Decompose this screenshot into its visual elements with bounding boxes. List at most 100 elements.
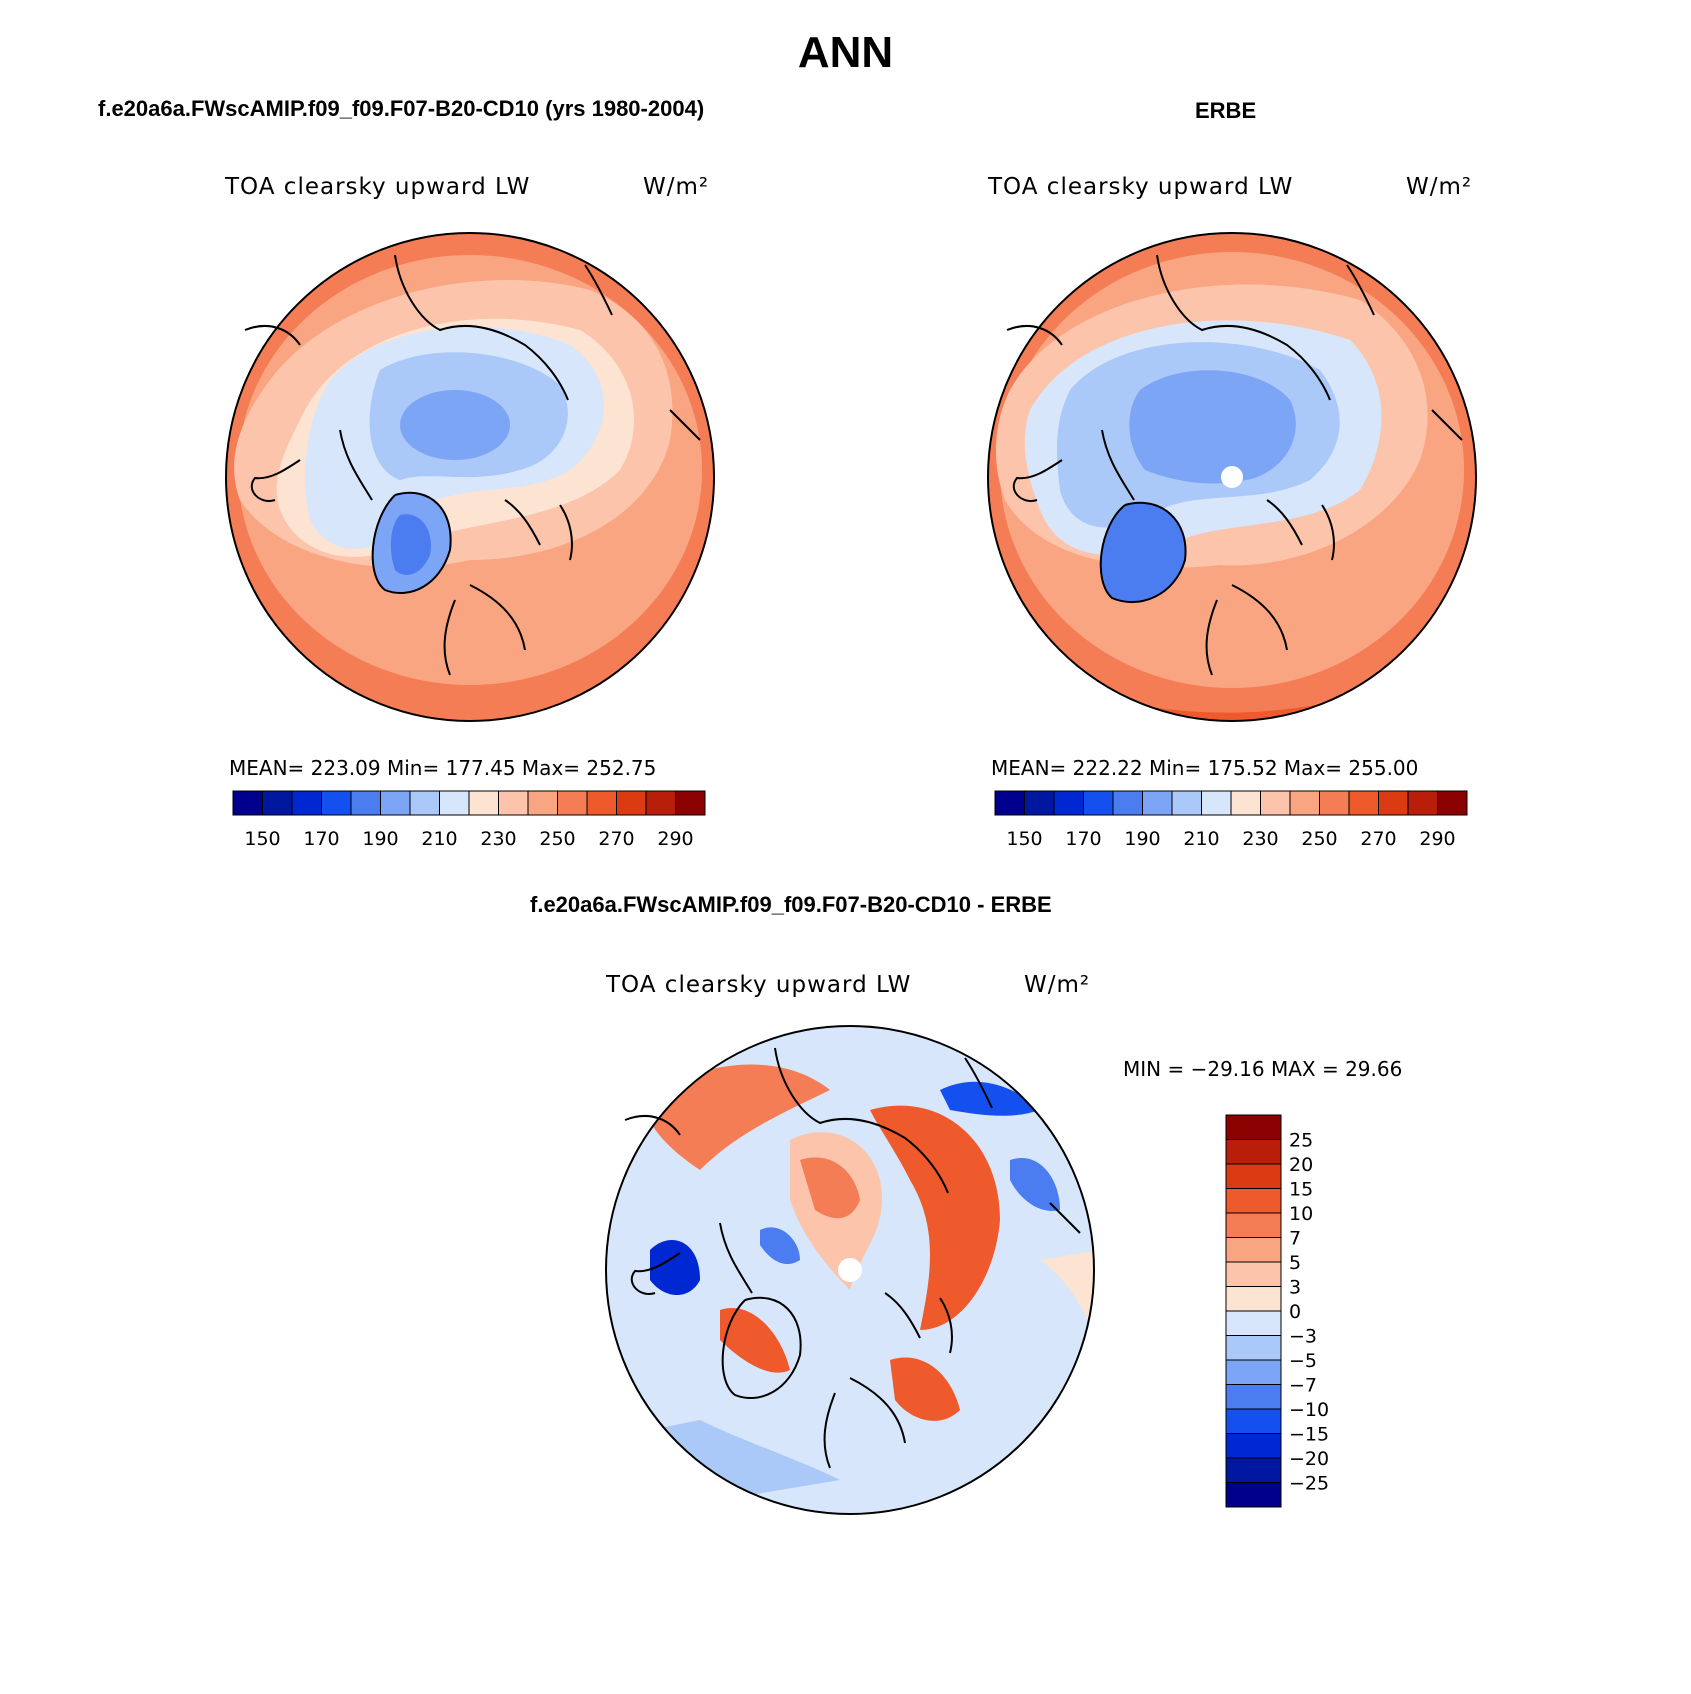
diff-colorbar-swatch bbox=[1225, 1237, 1282, 1263]
obs-colorbar-swatch bbox=[1083, 790, 1114, 816]
obs-colorbar-tick-label: 290 bbox=[1419, 828, 1455, 850]
diff-colorbar-swatch bbox=[1225, 1310, 1282, 1336]
obs-stats: MEAN= 222.22 Min= 175.52 Max= 255.00 bbox=[991, 756, 1419, 780]
obs-map-border bbox=[987, 232, 1477, 722]
obs-variable-label: TOA clearsky upward LW bbox=[988, 174, 1294, 200]
model-variable-label: TOA clearsky upward LW bbox=[225, 174, 531, 200]
diff-colorbar-tick-label: 10 bbox=[1289, 1203, 1313, 1225]
diff-units-label: W/m² bbox=[1024, 972, 1091, 998]
model-colorbar-swatch bbox=[439, 790, 470, 816]
diff-map-border bbox=[605, 1025, 1095, 1515]
diff-colorbar-swatch bbox=[1225, 1139, 1282, 1165]
obs-colorbar-swatch bbox=[1289, 790, 1320, 816]
obs-coastlines bbox=[1006, 254, 1463, 676]
model-colorbar-swatch bbox=[527, 790, 558, 816]
diff-colorbar-tick-label: 0 bbox=[1289, 1301, 1301, 1323]
obs-colorbar-swatch bbox=[1407, 790, 1438, 816]
diff-colorbar-tick-label: −3 bbox=[1289, 1326, 1317, 1348]
model-stats: MEAN= 223.09 Min= 177.45 Max= 252.75 bbox=[229, 756, 657, 780]
diff-colorbar-swatch bbox=[1225, 1163, 1282, 1189]
model-colorbar-tick-label: 230 bbox=[480, 828, 516, 850]
obs-colorbar-tick-label: 270 bbox=[1360, 828, 1396, 850]
model-colorbar-swatch bbox=[675, 790, 706, 816]
obs-colorbar-swatch bbox=[1437, 790, 1468, 816]
obs-colorbar: 150 170 190 210 230 250 270 290 bbox=[994, 790, 1468, 850]
obs-colorbar-swatch bbox=[1142, 790, 1173, 816]
obs-colorbar-swatch bbox=[1201, 790, 1232, 816]
obs-colorbar-swatch bbox=[1053, 790, 1084, 816]
model-units-label: W/m² bbox=[643, 174, 710, 200]
model-colorbar-tick-label: 170 bbox=[303, 828, 339, 850]
obs-colorbar-swatch bbox=[1024, 790, 1055, 816]
model-colorbar-tick-label: 190 bbox=[362, 828, 398, 850]
obs-map-fill bbox=[988, 233, 1476, 721]
diff-colorbar-swatch bbox=[1225, 1212, 1282, 1238]
obs-colorbar-swatch bbox=[1112, 790, 1143, 816]
model-coastlines bbox=[244, 254, 701, 676]
diff-colorbar-swatch bbox=[1225, 1188, 1282, 1214]
model-colorbar-swatch bbox=[350, 790, 381, 816]
diff-colorbar-tick-label: −10 bbox=[1289, 1399, 1329, 1421]
diff-colorbar-swatch bbox=[1225, 1286, 1282, 1312]
diff-colorbar-tick-label: −7 bbox=[1289, 1375, 1317, 1397]
diff-colorbar-swatch bbox=[1225, 1482, 1282, 1508]
model-colorbar-swatch bbox=[557, 790, 588, 816]
obs-colorbar-tick-label: 250 bbox=[1301, 828, 1337, 850]
model-colorbar-tick-label: 270 bbox=[598, 828, 634, 850]
model-colorbar: 150 170 190 210 230 250 270 290 bbox=[232, 790, 706, 850]
model-map bbox=[225, 232, 715, 722]
diff-colorbar-swatch bbox=[1225, 1433, 1282, 1459]
model-colorbar-swatch bbox=[498, 790, 529, 816]
obs-map bbox=[987, 232, 1477, 722]
obs-panel-title: ERBE bbox=[1195, 98, 1257, 123]
obs-colorbar-swatch bbox=[1348, 790, 1379, 816]
model-colorbar-swatch bbox=[291, 790, 322, 816]
model-colorbar-swatch bbox=[232, 790, 263, 816]
model-colorbar-tick-label: 250 bbox=[539, 828, 575, 850]
diff-colorbar-swatch bbox=[1225, 1261, 1282, 1287]
model-colorbar-swatch bbox=[616, 790, 647, 816]
model-colorbar-swatch bbox=[645, 790, 676, 816]
model-map-border bbox=[225, 232, 715, 722]
diff-panel-title: f.e20a6a.FWscAMIP.f09_f09.F07-B20-CD10 -… bbox=[530, 892, 1052, 917]
diff-map bbox=[605, 1025, 1095, 1515]
obs-colorbar-swatch bbox=[994, 790, 1025, 816]
diff-colorbar-tick-label: 15 bbox=[1289, 1179, 1313, 1201]
diff-colorbar-tick-label: 20 bbox=[1289, 1154, 1313, 1176]
diff-colorbar-tick-label: −25 bbox=[1289, 1473, 1329, 1495]
model-panel-title: f.e20a6a.FWscAMIP.f09_f09.F07-B20-CD10 (… bbox=[98, 96, 705, 121]
model-colorbar-swatch bbox=[380, 790, 411, 816]
model-colorbar-swatch bbox=[262, 790, 293, 816]
diff-map-fill bbox=[606, 1026, 1094, 1514]
model-map-fill bbox=[226, 233, 714, 721]
diff-colorbar-swatch bbox=[1225, 1359, 1282, 1385]
model-colorbar-swatch bbox=[586, 790, 617, 816]
model-colorbar-swatch bbox=[468, 790, 499, 816]
main-title: ANN bbox=[797, 28, 894, 77]
obs-colorbar-tick-label: 230 bbox=[1242, 828, 1278, 850]
obs-colorbar-swatch bbox=[1260, 790, 1291, 816]
diff-colorbar-tick-label: −20 bbox=[1289, 1448, 1329, 1470]
diff-colorbar-tick-label: 25 bbox=[1289, 1130, 1313, 1152]
model-colorbar-tick-label: 210 bbox=[421, 828, 457, 850]
model-colorbar-tick-label: 290 bbox=[657, 828, 693, 850]
obs-units-label: W/m² bbox=[1406, 174, 1473, 200]
diff-colorbar-swatch bbox=[1225, 1457, 1282, 1483]
diff-stats: MIN = −29.16 MAX = 29.66 bbox=[1123, 1057, 1403, 1081]
obs-colorbar-swatch bbox=[1378, 790, 1409, 816]
diff-colorbar-tick-label: 7 bbox=[1289, 1228, 1301, 1250]
diff-colorbar-swatch bbox=[1225, 1114, 1282, 1140]
diff-colorbar-swatch bbox=[1225, 1384, 1282, 1410]
obs-colorbar-tick-label: 170 bbox=[1065, 828, 1101, 850]
diff-variable-label: TOA clearsky upward LW bbox=[606, 972, 912, 998]
obs-colorbar-swatch bbox=[1171, 790, 1202, 816]
diff-colorbar-swatch bbox=[1225, 1335, 1282, 1361]
obs-colorbar-tick-label: 190 bbox=[1124, 828, 1160, 850]
diff-colorbar-swatch bbox=[1225, 1408, 1282, 1434]
diff-colorbar-tick-label: 3 bbox=[1289, 1277, 1301, 1299]
model-colorbar-swatch bbox=[321, 790, 352, 816]
obs-colorbar-swatch bbox=[1319, 790, 1350, 816]
diff-colorbar-tick-label: −5 bbox=[1289, 1350, 1317, 1372]
